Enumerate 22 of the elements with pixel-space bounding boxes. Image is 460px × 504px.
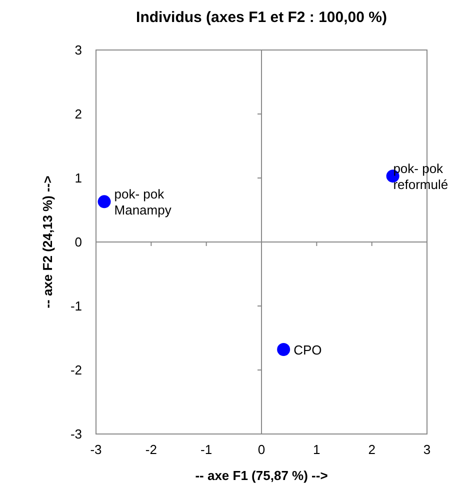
y-tick-label: 1	[74, 170, 82, 186]
annotation: pok- pok Manampy	[114, 186, 172, 218]
y-tick-label: -2	[70, 362, 82, 378]
y-tick-label: -3	[70, 426, 82, 442]
point	[277, 343, 290, 356]
chart-title: Individus (axes F1 et F2 : 100,00 %)	[136, 9, 387, 26]
x-axis-title: -- axe F1 (75,87 %) -->	[195, 468, 328, 483]
x-tick-label: 1	[313, 442, 320, 457]
y-axis-title: -- axe F2 (24,13 %) -->	[40, 175, 55, 308]
annotation: CPO	[294, 342, 322, 358]
x-tick-label: -1	[200, 442, 212, 457]
x-tick-label: 0	[258, 442, 266, 457]
x-tick-label: 3	[423, 442, 431, 457]
y-tick-label: 0	[74, 234, 82, 250]
point	[98, 195, 111, 208]
x-tick-label: 2	[368, 442, 376, 457]
annotation: pok- pok reformulé	[393, 161, 448, 192]
y-tick-label: 2	[74, 106, 82, 122]
x-tick-label: -3	[90, 442, 102, 457]
y-tick-label: 3	[74, 42, 82, 58]
x-tick-label: -2	[145, 442, 157, 457]
y-tick-label: -1	[70, 298, 82, 314]
